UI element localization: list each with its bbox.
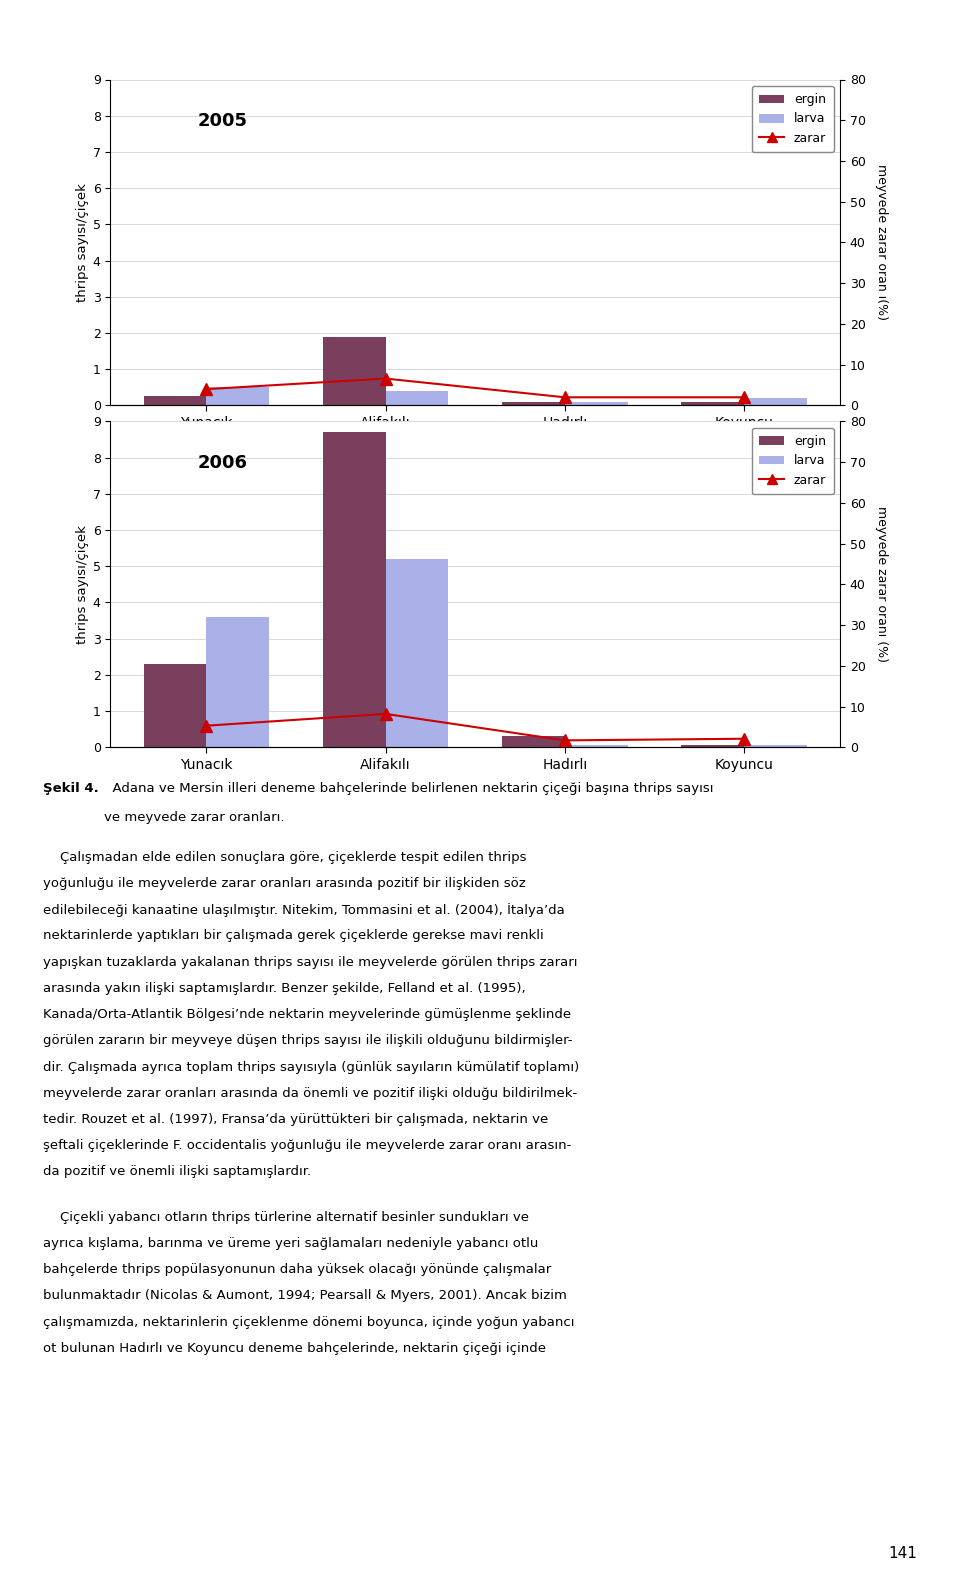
Bar (682, 746, 744, 747)
Text: Kanada/Orta-Atlantik Bölgesi’nde nektarin meyvelerinde gümüşlenme şeklinde: Kanada/Orta-Atlantik Bölgesi’nde nektari… (43, 1008, 571, 1021)
Text: dir. Çalışmada ayrıca toplam thrips sayısıyla (günlük sayıların kümülatif toplam: dir. Çalışmada ayrıca toplam thrips sayı… (43, 1061, 580, 1073)
Text: ot bulunan Hadırlı ve Koyuncu deneme bahçelerinde, nektarin çiçeği içinde: ot bulunan Hadırlı ve Koyuncu deneme bah… (43, 1342, 546, 1355)
Bar (206, 617, 269, 747)
Y-axis label: meyvede zarar oranı (%): meyvede zarar oranı (%) (875, 506, 888, 663)
Bar (323, 337, 386, 405)
Text: Adana ve Mersin illeri deneme bahçelerinde belirlenen nektarin çiçeği başına thr: Adana ve Mersin illeri deneme bahçelerin… (104, 782, 713, 795)
Y-axis label: meyvede zarar oran ı(%): meyvede zarar oran ı(%) (875, 164, 888, 321)
Legend: ergin, larva, zarar: ergin, larva, zarar (752, 86, 833, 153)
Bar (386, 560, 448, 747)
Text: nektarinlerde yaptıkları bir çalışmada gerek çiçeklerde gerekse mavi renkli: nektarinlerde yaptıkları bir çalışmada g… (43, 929, 544, 943)
Text: Çalışmadan elde edilen sonuçlara göre, çiçeklerde tespit edilen thrips: Çalışmadan elde edilen sonuçlara göre, ç… (43, 851, 527, 863)
Bar (386, 391, 448, 405)
Bar (502, 736, 564, 747)
Bar (323, 432, 386, 747)
Y-axis label: thrips sayısı/çiçek: thrips sayısı/çiçek (76, 525, 88, 644)
Text: arasında yakın ilişki saptamışlardır. Benzer şekilde, Felland et al. (1995),: arasında yakın ilişki saptamışlardır. Be… (43, 983, 526, 995)
Text: 141: 141 (888, 1547, 917, 1561)
Text: bahçelerde thrips popülasyonunun daha yüksek olacağı yönünde çalışmalar: bahçelerde thrips popülasyonunun daha yü… (43, 1264, 551, 1277)
Bar (744, 744, 806, 747)
Text: edilebileceği kanaatine ulaşılmıştır. Nitekim, Tommasini et al. (2004), İtalya’d: edilebileceği kanaatine ulaşılmıştır. Ni… (43, 903, 564, 917)
Bar (744, 398, 806, 405)
Text: da pozitif ve önemli ilişki saptamışlardır.: da pozitif ve önemli ilişki saptamışlard… (43, 1165, 311, 1178)
Text: 2006: 2006 (198, 455, 248, 472)
Text: 2005: 2005 (198, 113, 248, 130)
Bar (144, 396, 206, 405)
Text: Çiçekli yabancı otların thrips türlerine alternatif besinler sundukları ve: Çiçekli yabancı otların thrips türlerine… (43, 1212, 529, 1224)
Legend: ergin, larva, zarar: ergin, larva, zarar (752, 428, 833, 494)
Bar (206, 388, 269, 405)
Text: şeftali çiçeklerinde F. occidentalis yoğunluğu ile meyvelerde zarar oranı arasın: şeftali çiçeklerinde F. occidentalis yoğ… (43, 1140, 571, 1153)
Bar (564, 746, 628, 747)
Bar (564, 402, 628, 405)
Text: ayrıca kışlama, barınma ve üreme yeri sağlamaları nedeniyle yabancı otlu: ayrıca kışlama, barınma ve üreme yeri sa… (43, 1237, 539, 1250)
Bar (502, 402, 564, 405)
Text: çalışmamızda, nektarinlerin çiçeklenme dönemi boyunca, içinde yoğun yabancı: çalışmamızda, nektarinlerin çiçeklenme d… (43, 1317, 575, 1329)
Text: Şekil 4.: Şekil 4. (43, 782, 99, 795)
Text: tedir. Rouzet et al. (1997), Fransa’da yürüttükteri bir çalışmada, nektarin ve: tedir. Rouzet et al. (1997), Fransa’da y… (43, 1113, 548, 1126)
Text: görülen zararın bir meyveye düşen thrips sayısı ile ilişkili olduğunu bildirmişl: görülen zararın bir meyveye düşen thrips… (43, 1035, 573, 1048)
Bar (682, 402, 744, 405)
Text: yoğunluğu ile meyvelerde zarar oranları arasında pozitif bir ilişkiden söz: yoğunluğu ile meyvelerde zarar oranları … (43, 878, 526, 890)
Text: meyvelerde zarar oranları arasında da önemli ve pozitif ilişki olduğu bildirilme: meyvelerde zarar oranları arasında da ön… (43, 1088, 578, 1100)
Y-axis label: thrips sayısı/çiçek: thrips sayısı/çiçek (76, 183, 88, 302)
Text: bulunmaktadır (Nicolas & Aumont, 1994; Pearsall & Myers, 2001). Ancak bizim: bulunmaktadır (Nicolas & Aumont, 1994; P… (43, 1289, 567, 1302)
Text: yapışkan tuzaklarda yakalanan thrips sayısı ile meyvelerde görülen thrips zararı: yapışkan tuzaklarda yakalanan thrips say… (43, 956, 578, 968)
Text: ve meyvede zarar oranları.: ve meyvede zarar oranları. (104, 811, 284, 824)
Bar (144, 665, 206, 747)
